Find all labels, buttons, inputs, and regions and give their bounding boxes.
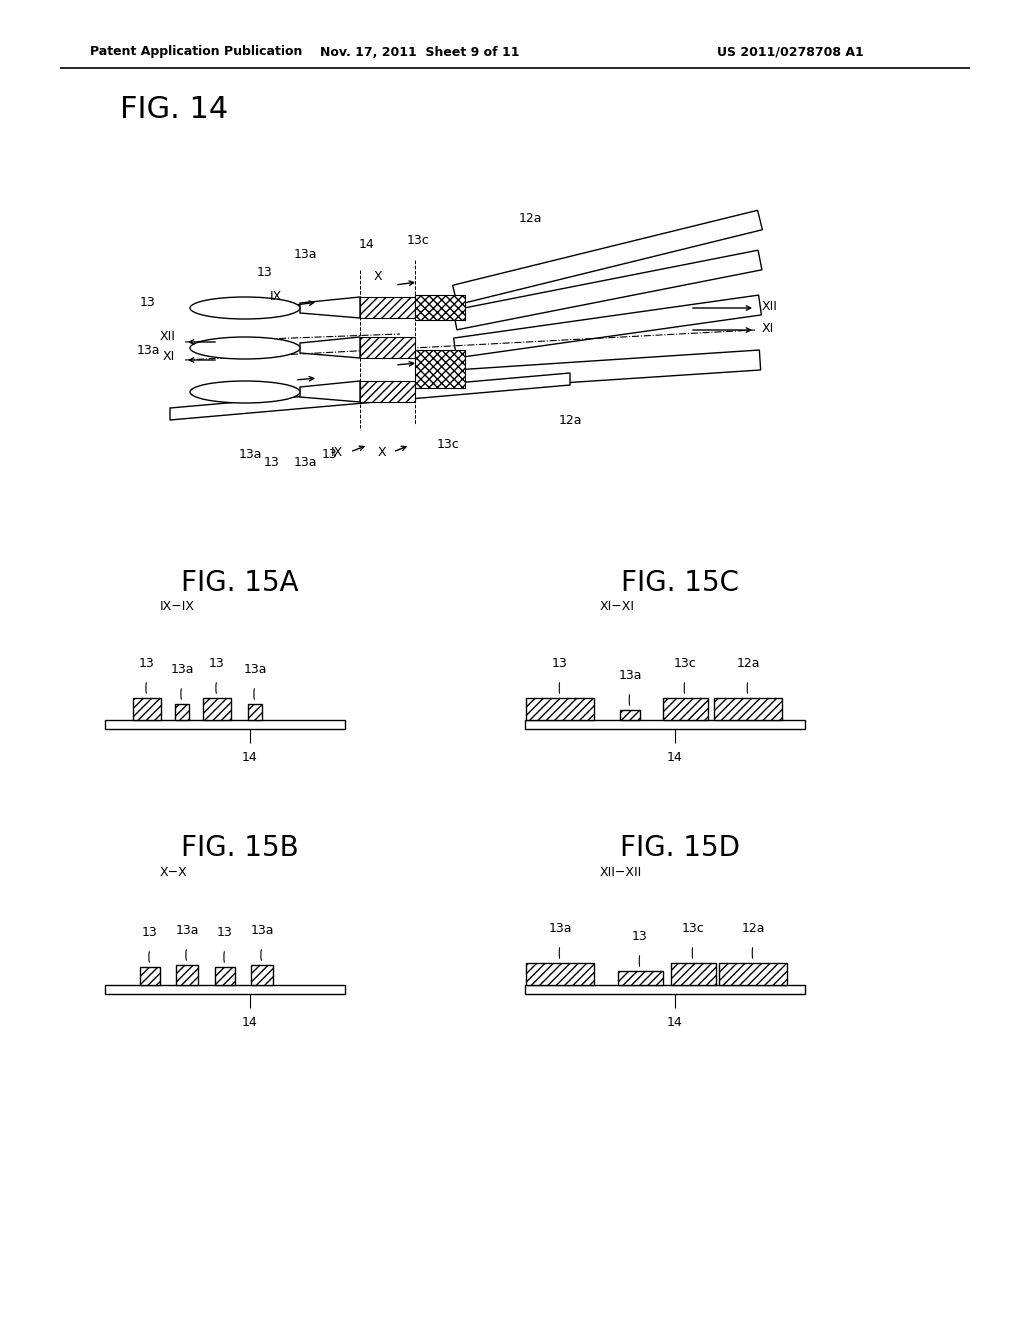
Bar xyxy=(105,985,345,994)
Text: 14: 14 xyxy=(667,1016,683,1030)
Polygon shape xyxy=(300,297,360,318)
Bar xyxy=(360,297,415,318)
Bar xyxy=(360,381,415,403)
Bar xyxy=(251,965,273,985)
Bar xyxy=(714,698,782,719)
Text: 12a: 12a xyxy=(736,657,760,671)
Text: 13c: 13c xyxy=(407,234,429,247)
Text: XI: XI xyxy=(762,322,774,334)
Bar xyxy=(620,710,640,719)
Ellipse shape xyxy=(190,337,300,359)
Ellipse shape xyxy=(190,297,300,319)
Text: IX−IX: IX−IX xyxy=(160,601,195,614)
Bar xyxy=(525,985,805,994)
Bar xyxy=(105,719,345,729)
Text: 13: 13 xyxy=(217,927,232,939)
Text: 13a: 13a xyxy=(136,343,160,356)
Text: 13a: 13a xyxy=(293,455,316,469)
Text: FIG. 15C: FIG. 15C xyxy=(621,569,739,597)
Bar xyxy=(203,698,231,719)
Text: 13: 13 xyxy=(257,265,272,279)
Bar xyxy=(526,698,594,719)
Text: 14: 14 xyxy=(242,751,258,764)
Bar xyxy=(133,698,161,719)
Bar xyxy=(215,968,234,985)
Text: XII: XII xyxy=(762,300,778,313)
Text: 13: 13 xyxy=(142,927,158,939)
Text: 13a: 13a xyxy=(618,669,642,682)
Bar xyxy=(719,964,787,985)
Text: 14: 14 xyxy=(667,751,683,764)
Text: XII: XII xyxy=(159,330,175,342)
Bar xyxy=(526,964,594,985)
Polygon shape xyxy=(300,337,360,358)
Bar xyxy=(618,972,663,985)
Text: US 2011/0278708 A1: US 2011/0278708 A1 xyxy=(717,45,863,58)
Polygon shape xyxy=(453,210,763,305)
Text: XI−XI: XI−XI xyxy=(600,601,635,614)
Bar xyxy=(525,719,805,729)
Text: 13: 13 xyxy=(209,657,225,671)
Text: X−X: X−X xyxy=(160,866,187,879)
Text: 13: 13 xyxy=(139,657,155,671)
Text: Patent Application Publication: Patent Application Publication xyxy=(90,45,302,58)
Text: 13a: 13a xyxy=(170,663,194,676)
Text: 13a: 13a xyxy=(250,924,273,937)
Text: FIG. 15B: FIG. 15B xyxy=(181,834,299,862)
Bar xyxy=(415,350,465,388)
Text: IX: IX xyxy=(269,289,282,302)
Text: Nov. 17, 2011  Sheet 9 of 11: Nov. 17, 2011 Sheet 9 of 11 xyxy=(321,45,520,58)
Polygon shape xyxy=(453,251,762,330)
Polygon shape xyxy=(455,350,761,389)
Text: X: X xyxy=(374,269,382,282)
Text: 13a: 13a xyxy=(548,921,571,935)
Bar xyxy=(248,704,262,719)
Bar xyxy=(175,704,189,719)
Text: 13c: 13c xyxy=(682,921,705,935)
Polygon shape xyxy=(300,381,360,403)
Text: 13c: 13c xyxy=(674,657,696,671)
Text: 13: 13 xyxy=(632,931,648,942)
Text: XII−XII: XII−XII xyxy=(600,866,642,879)
Polygon shape xyxy=(170,374,570,420)
Bar xyxy=(671,964,716,985)
Text: 13a: 13a xyxy=(244,663,266,676)
Text: X: X xyxy=(378,446,386,458)
Bar xyxy=(663,698,708,719)
Text: 14: 14 xyxy=(359,239,375,252)
Text: 13a: 13a xyxy=(175,924,199,937)
Text: 14: 14 xyxy=(242,1016,258,1030)
Text: 13: 13 xyxy=(323,449,338,462)
Text: 13: 13 xyxy=(140,297,156,309)
Text: 13c: 13c xyxy=(436,438,460,451)
Text: IX: IX xyxy=(331,446,343,458)
Text: 13a: 13a xyxy=(239,449,262,462)
Text: FIG. 15A: FIG. 15A xyxy=(181,569,299,597)
Text: 12a: 12a xyxy=(518,211,542,224)
Text: FIG. 15D: FIG. 15D xyxy=(620,834,740,862)
Bar xyxy=(140,968,160,985)
Polygon shape xyxy=(454,296,762,358)
Text: FIG. 14: FIG. 14 xyxy=(120,95,228,124)
Text: 13: 13 xyxy=(264,455,280,469)
Ellipse shape xyxy=(190,381,300,403)
Text: 12a: 12a xyxy=(741,921,765,935)
Bar xyxy=(360,337,415,358)
Bar xyxy=(176,965,198,985)
Bar xyxy=(415,294,465,319)
Text: 13a: 13a xyxy=(293,248,316,261)
Text: XI: XI xyxy=(163,351,175,363)
Text: 13: 13 xyxy=(552,657,568,671)
Text: 12a: 12a xyxy=(558,413,582,426)
